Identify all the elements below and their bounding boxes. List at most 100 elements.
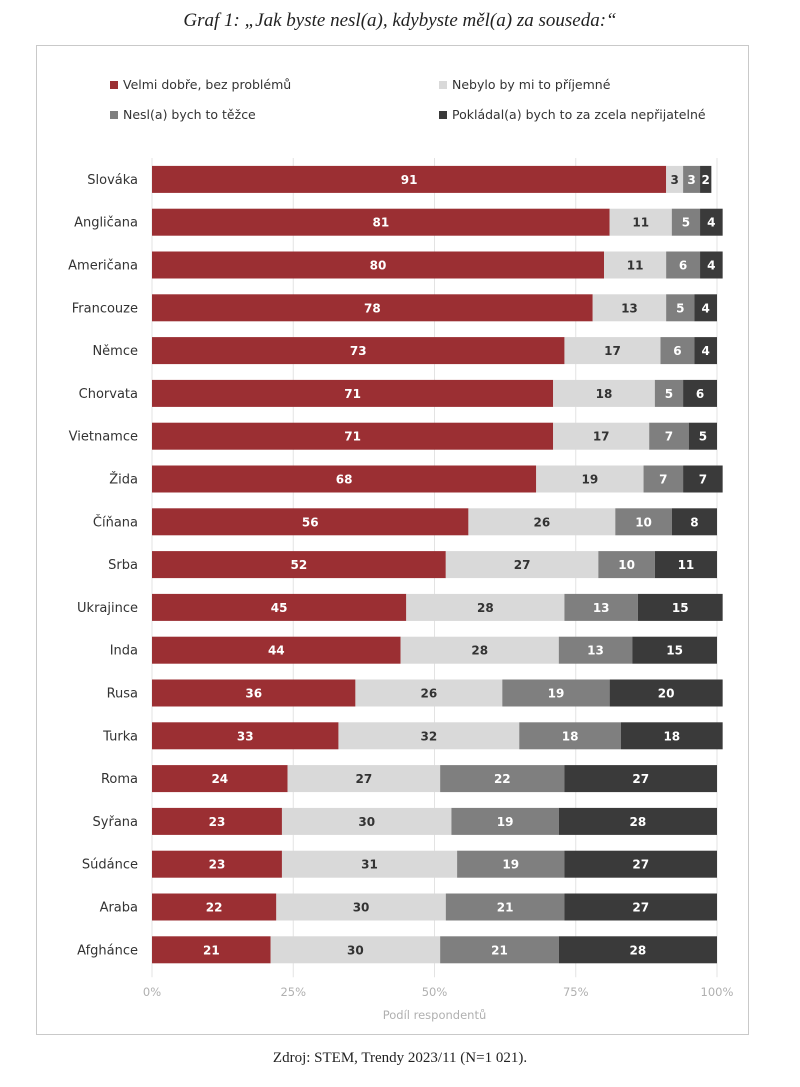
bar-segment xyxy=(671,508,717,536)
bar-segment xyxy=(152,294,593,322)
data-label: 28 xyxy=(630,943,647,957)
data-label: 22 xyxy=(206,901,223,915)
data-label: 2 xyxy=(702,173,710,187)
category-label: Ukrajince xyxy=(77,601,138,616)
bar-segment xyxy=(558,936,717,964)
bar-segment xyxy=(683,165,701,193)
bar-segment xyxy=(152,422,554,450)
bar-segment xyxy=(152,893,277,921)
legend-swatch xyxy=(439,81,447,89)
data-label: 5 xyxy=(676,301,684,315)
data-label: 17 xyxy=(604,344,621,358)
data-label: 5 xyxy=(682,216,690,230)
stacked-bar-chart: Velmi dobře, bez problémů Nebylo by mi to… xyxy=(68,77,733,1022)
bar-segment xyxy=(683,465,723,493)
bar-segment xyxy=(445,551,599,579)
data-label: 71 xyxy=(344,387,361,401)
data-label: 23 xyxy=(209,815,226,829)
bar-segment xyxy=(632,636,717,664)
data-label: 11 xyxy=(678,558,695,572)
bar-segment xyxy=(609,679,723,707)
data-label: 19 xyxy=(548,687,565,701)
bar-segment xyxy=(637,593,723,621)
data-label: 78 xyxy=(364,301,381,315)
data-label: 7 xyxy=(699,473,707,487)
bar-segment xyxy=(406,593,565,621)
bar-segment xyxy=(558,807,717,835)
data-label: 21 xyxy=(491,943,508,957)
bar-segment xyxy=(152,765,288,793)
data-label: 71 xyxy=(344,430,361,444)
bar-segment xyxy=(152,807,282,835)
x-tick-label: 25% xyxy=(280,985,306,999)
chart-frame: Velmi dobře, bez problémů Nebylo by mi to… xyxy=(36,45,749,1035)
bar-segment xyxy=(152,379,554,407)
data-label: 20 xyxy=(658,687,675,701)
bar-segment xyxy=(660,337,695,365)
category-label: Slováka xyxy=(87,173,138,188)
data-label: 22 xyxy=(494,772,511,786)
category-label: Súdánce xyxy=(82,858,138,873)
data-label: 26 xyxy=(420,687,437,701)
x-tick-label: 0% xyxy=(143,985,161,999)
data-label: 27 xyxy=(356,772,373,786)
category-label: Turka xyxy=(102,729,138,744)
x-axis-title: Podíl respondentů xyxy=(383,1008,487,1022)
data-label: 30 xyxy=(353,901,370,915)
category-label: Inda xyxy=(110,644,138,659)
data-label: 52 xyxy=(291,558,308,572)
data-label: 31 xyxy=(361,858,378,872)
bar-segment xyxy=(457,850,565,878)
data-label: 10 xyxy=(635,515,652,529)
bar-segment xyxy=(152,508,469,536)
legend-swatch xyxy=(439,111,447,119)
bar-segment xyxy=(666,165,684,193)
data-label: 91 xyxy=(401,173,418,187)
data-label: 5 xyxy=(699,430,707,444)
bar-segment xyxy=(553,422,650,450)
bar-segment xyxy=(564,850,717,878)
data-label: 19 xyxy=(497,815,514,829)
bar-segment xyxy=(694,337,717,365)
bar-segment xyxy=(152,722,339,750)
bar-segment xyxy=(666,294,695,322)
data-label: 32 xyxy=(420,729,437,743)
data-label: 27 xyxy=(632,772,649,786)
data-label: 6 xyxy=(696,387,704,401)
bar-segment xyxy=(564,593,638,621)
data-label: 13 xyxy=(593,601,610,615)
category-label: Syřana xyxy=(93,815,138,830)
data-label: 44 xyxy=(268,644,285,658)
bar-segment xyxy=(152,251,604,279)
category-label: Roma xyxy=(101,772,138,787)
bar-segment xyxy=(445,893,565,921)
data-label: 18 xyxy=(663,729,680,743)
data-label: 8 xyxy=(690,515,698,529)
data-label: 26 xyxy=(533,515,550,529)
data-label: 33 xyxy=(237,729,254,743)
bar-segment xyxy=(152,465,537,493)
category-label: Vietnamce xyxy=(69,430,138,445)
category-label: Číňana xyxy=(93,514,138,530)
legend-swatch xyxy=(110,81,118,89)
bar-segment xyxy=(666,251,701,279)
legend-swatch xyxy=(110,111,118,119)
bar-segment xyxy=(440,936,559,964)
data-label: 24 xyxy=(211,772,228,786)
bar-segment xyxy=(604,251,667,279)
bar-segment xyxy=(152,337,565,365)
bar-segment xyxy=(643,465,684,493)
bar-segment xyxy=(152,208,610,236)
bar-segment xyxy=(654,379,684,407)
data-label: 15 xyxy=(672,601,689,615)
bar-segment xyxy=(519,722,621,750)
bar-segment xyxy=(564,337,661,365)
bar-segment xyxy=(592,294,667,322)
data-label: 45 xyxy=(271,601,288,615)
bar-segment xyxy=(649,422,689,450)
bar-segment xyxy=(451,807,559,835)
data-label: 5 xyxy=(665,387,673,401)
bar-segment xyxy=(440,765,565,793)
bar-segment xyxy=(152,636,401,664)
category-label: Němce xyxy=(92,344,138,359)
